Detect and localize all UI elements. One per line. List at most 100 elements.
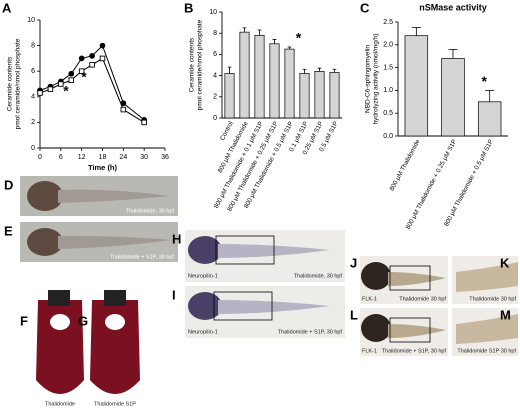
panel-label: J bbox=[350, 255, 357, 270]
bar bbox=[284, 48, 295, 119]
marker bbox=[99, 55, 106, 62]
y-tick-label: 1.5 bbox=[383, 64, 393, 71]
image-panel-e: E Thalidomide + S1P, 30 hpf bbox=[4, 222, 178, 262]
y-tick-label: 4 bbox=[31, 94, 35, 101]
x-tick-label: Control bbox=[219, 120, 235, 141]
y-tick-label: 0.5 bbox=[383, 110, 393, 117]
error-bar bbox=[287, 46, 292, 50]
panel-label: H bbox=[172, 231, 181, 246]
y-tick-label: 2 bbox=[31, 119, 35, 126]
caption: Neuropilin-1 bbox=[188, 273, 218, 279]
tissue bbox=[456, 314, 518, 344]
y-tick-label: 8 bbox=[31, 42, 35, 49]
marker bbox=[120, 106, 127, 113]
tissue bbox=[456, 262, 518, 292]
error-bar bbox=[332, 68, 337, 73]
panel-label: L bbox=[350, 307, 358, 322]
panel-label: M bbox=[500, 307, 511, 322]
marker bbox=[47, 86, 54, 92]
error-bar bbox=[272, 39, 277, 44]
y-axis-label: hydrolyzing activity (nmol/mg/h) bbox=[373, 33, 380, 124]
caption: Thalidomide 30 hpf bbox=[399, 296, 446, 302]
annotation: * bbox=[63, 83, 69, 99]
y-tick-label: 8 bbox=[213, 30, 217, 37]
marker bbox=[68, 70, 75, 77]
inset-box bbox=[389, 265, 431, 291]
image-panel-j: J FLK-1 Thalidomide 30 hpf bbox=[350, 255, 448, 304]
image-panel-m: M Thalidomide S1P 30 hpf bbox=[452, 307, 518, 356]
x-tick-label: 12 bbox=[78, 154, 86, 161]
tissue bbox=[36, 300, 84, 394]
marker bbox=[58, 81, 64, 87]
caption: Thalidomide, 30 hpf bbox=[294, 273, 343, 279]
y-tick-label: 2.5 bbox=[383, 19, 393, 26]
bar bbox=[254, 34, 265, 119]
annotation: * bbox=[81, 69, 87, 85]
caption: Neuropilin-1 bbox=[188, 329, 218, 335]
y-tick-label: 4 bbox=[213, 72, 217, 79]
marker bbox=[37, 90, 43, 96]
bar bbox=[224, 73, 235, 119]
y-axis-label: pmol ceramide/nmol phosphate bbox=[15, 38, 22, 129]
image-panel-d: D Thalidomide, 30 hpf bbox=[4, 176, 178, 216]
bar bbox=[299, 73, 310, 119]
tissue-top bbox=[48, 290, 70, 306]
marker bbox=[89, 52, 95, 59]
error-bar bbox=[242, 27, 247, 33]
panel-label: A bbox=[2, 0, 12, 15]
error-bar bbox=[485, 90, 495, 102]
embryo-yolk bbox=[361, 314, 391, 342]
bar bbox=[269, 43, 280, 119]
caption: Thalidomide S1P bbox=[94, 401, 136, 407]
bar bbox=[239, 31, 250, 119]
x-tick-label: 800 μM Thalidomide bbox=[389, 138, 422, 192]
embryo-yolk bbox=[361, 262, 391, 290]
panel-label: K bbox=[500, 255, 510, 270]
embryo-tail bbox=[218, 300, 330, 314]
tissue bbox=[90, 300, 140, 394]
x-tick-label: 18 bbox=[99, 154, 107, 161]
annotation: * bbox=[296, 30, 302, 46]
bar bbox=[404, 35, 429, 137]
bar bbox=[314, 71, 325, 119]
caption: Thalidomide S1P 30 hpf bbox=[457, 348, 516, 354]
error-bar bbox=[302, 68, 307, 74]
caption: FLK-1 bbox=[362, 348, 377, 354]
marker-circle bbox=[50, 314, 70, 330]
caption: Thalidomide + S1P, 30 hpf bbox=[110, 254, 175, 260]
panel-label: F bbox=[20, 313, 28, 328]
y-tick-label: 1.0 bbox=[383, 87, 393, 94]
panel-label: D bbox=[4, 177, 13, 192]
embryo-tail bbox=[388, 324, 446, 338]
x-tick-label: 24 bbox=[119, 154, 127, 161]
x-tick-label: 30 bbox=[140, 154, 148, 161]
error-bar bbox=[411, 27, 421, 36]
y-axis-label: NBD-C6-sphingomyelin bbox=[365, 45, 372, 113]
bar bbox=[477, 101, 502, 137]
y-tick-label: 6 bbox=[213, 51, 217, 58]
caption: Thalidomide bbox=[45, 401, 75, 407]
error-bar bbox=[448, 48, 458, 59]
error-bar bbox=[317, 67, 322, 72]
x-tick-label: 6 bbox=[59, 154, 63, 161]
panel-label: G bbox=[78, 313, 88, 328]
y-axis-label: Ceramide contents bbox=[7, 56, 14, 111]
image-panel-l: L FLK-1 Thalidomide + S1P, 30 hpf bbox=[350, 307, 448, 356]
x-tick-label: 0 bbox=[38, 154, 42, 161]
marker bbox=[89, 62, 95, 68]
image-panel-h: H Neuropilin-1 Thalidomide, 30 hpf bbox=[172, 230, 345, 282]
marker bbox=[78, 68, 85, 74]
x-tick-label: 36 bbox=[161, 154, 169, 161]
series-line bbox=[39, 57, 145, 123]
embryo-tail bbox=[58, 189, 170, 203]
y-tick-label: 0.0 bbox=[383, 133, 393, 140]
caption: Thalidomide + S1P, 30 hpf bbox=[278, 329, 343, 335]
image-panel-g: G Thalidomide S1P bbox=[78, 288, 142, 408]
inset-box bbox=[213, 291, 273, 321]
x-axis-label: Time (h) bbox=[88, 163, 118, 172]
bar bbox=[441, 58, 465, 137]
caption: Thalidomide 30 hpf bbox=[469, 296, 516, 302]
marker bbox=[141, 119, 147, 126]
error-bar bbox=[227, 66, 232, 74]
